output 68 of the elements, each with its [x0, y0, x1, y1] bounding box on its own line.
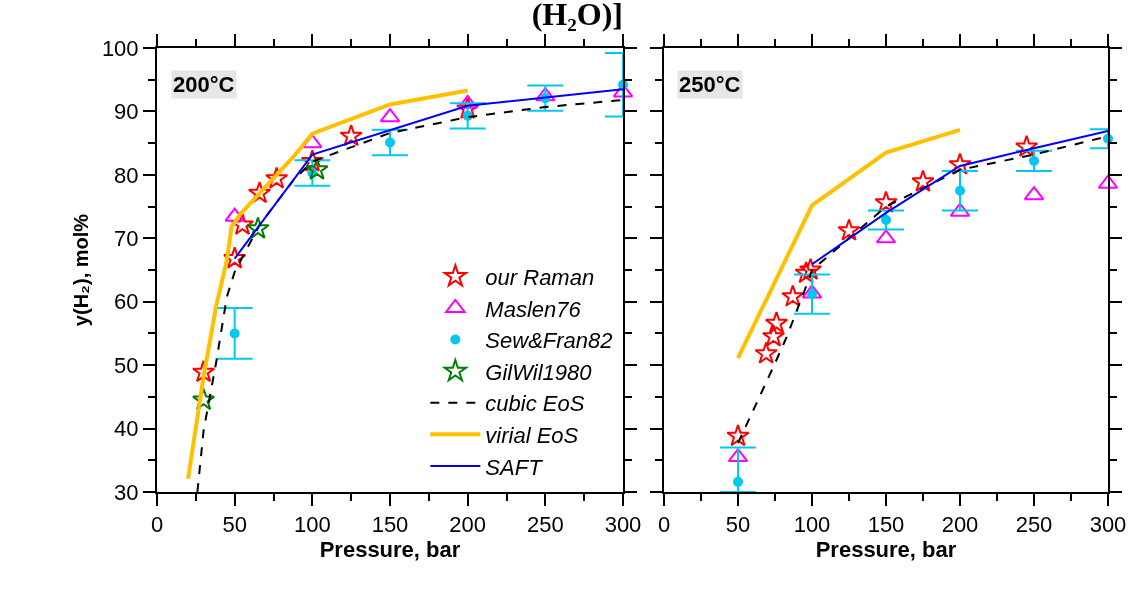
point — [191, 387, 216, 411]
x-tick-label: 100 — [793, 512, 831, 538]
point — [300, 149, 324, 172]
x-tick-label: 300 — [604, 512, 642, 538]
y-tick-label: 80 — [114, 162, 139, 188]
legend-label: cubic EoS — [485, 391, 585, 417]
y-axis-title: y(H₂), mol% — [69, 213, 92, 327]
point — [223, 246, 247, 269]
y-tick-label: 70 — [114, 225, 139, 251]
point — [191, 359, 216, 383]
y-tick-label: 90 — [114, 99, 139, 125]
chart-title: (H₂O)] — [531, 0, 623, 33]
x-tick-label: 0 — [150, 512, 164, 538]
point — [764, 311, 789, 334]
x-tick-label: 50 — [725, 512, 751, 538]
x-tick-label: 150 — [867, 512, 905, 538]
annotation: 250°C — [679, 72, 741, 97]
y-tick-label: 60 — [114, 289, 139, 315]
legend-label: GilWil1980 — [485, 359, 593, 385]
point — [754, 341, 778, 364]
point — [837, 218, 861, 241]
legend-label: SAFT — [485, 454, 544, 480]
point — [230, 212, 255, 236]
x-tick-label: 100 — [293, 512, 331, 538]
x-tick-label: 150 — [371, 512, 409, 538]
point — [302, 134, 323, 149]
y-tick-label: 50 — [114, 352, 139, 378]
point — [246, 216, 270, 239]
x-axis-title: Pressure, bar — [815, 537, 957, 563]
point — [457, 94, 478, 109]
point — [1029, 155, 1039, 166]
x-tick-label: 250 — [1015, 512, 1053, 538]
point — [264, 166, 289, 189]
point — [874, 190, 898, 213]
point — [1014, 134, 1039, 158]
legend-label: Maslen76 — [485, 296, 582, 322]
x-tick-label: 200 — [449, 512, 487, 538]
legend-label: virial EoS — [485, 422, 579, 448]
point — [911, 169, 935, 192]
point — [948, 152, 972, 175]
x-tick-label: 300 — [1089, 512, 1127, 538]
point — [385, 137, 395, 148]
x-tick-label: 200 — [941, 512, 979, 538]
point — [761, 324, 786, 347]
point — [798, 257, 823, 281]
legend-label: our Raman — [485, 264, 595, 290]
point — [733, 476, 743, 487]
point — [305, 157, 329, 180]
legend-label: Sew&Fran82 — [485, 328, 613, 354]
x-tick-label: 250 — [526, 512, 564, 538]
point — [456, 96, 480, 119]
point — [247, 181, 272, 204]
point — [224, 207, 245, 222]
y-tick-label: 40 — [114, 416, 139, 442]
point — [726, 423, 750, 447]
point — [955, 185, 965, 196]
x-tick-label: 0 — [657, 512, 671, 538]
point — [781, 284, 805, 307]
y-tick-label: 30 — [114, 479, 139, 505]
point — [339, 123, 363, 147]
point — [881, 214, 891, 225]
point — [794, 260, 818, 284]
x-tick-label: 50 — [222, 512, 247, 538]
point — [229, 328, 240, 339]
x-axis-title: Pressure, bar — [319, 537, 461, 563]
y-tick-label: 100 — [101, 35, 139, 61]
annotation: 200°C — [173, 72, 235, 97]
point — [535, 87, 556, 102]
